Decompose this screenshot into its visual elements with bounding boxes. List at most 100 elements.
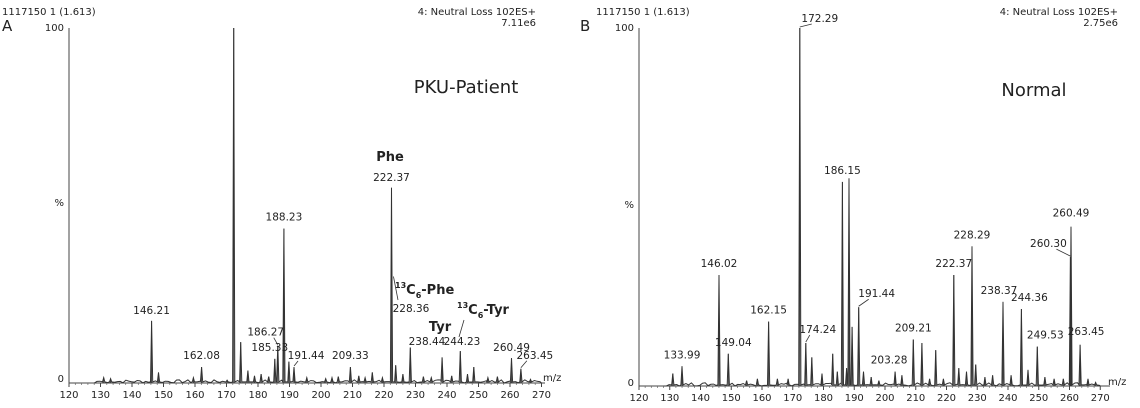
- annotation-tyr: Tyr: [429, 320, 452, 335]
- panel-b-x-axis-label: m/z: [1108, 377, 1126, 388]
- panel-a-x-tick-label: 160: [185, 390, 204, 401]
- panel-a-x-tick-label: 260: [500, 390, 519, 401]
- panel-b-y-top-label: 100: [615, 23, 634, 34]
- annotation-13c6-phe: 13C6-Phe: [395, 281, 454, 300]
- panel-a-peak-label: 222.37: [373, 172, 410, 184]
- panel-b-x-tick-label: 260: [1060, 393, 1079, 404]
- panel-a-peak-label: 191.44: [288, 350, 325, 362]
- panel-a-x-tick-label: 270: [532, 390, 551, 401]
- annotation-13c6-tyr: 13C6-Tyr: [457, 301, 510, 320]
- panel-b-peak-label: 260.49: [1053, 208, 1090, 220]
- panel-a-peak-label: 209.33: [332, 350, 369, 362]
- annotation-13c6-phe-sub: 6: [416, 291, 422, 300]
- panel-b-peak-label: 174.24: [799, 324, 836, 336]
- panel-a-peak-label: 260.49: [493, 342, 530, 354]
- panel-b-peak-label: 249.53: [1027, 330, 1064, 342]
- panel-a-peak-label-leader: [520, 360, 528, 369]
- panel-a-x-tick-label: 170: [217, 390, 236, 401]
- panel-a-header-left: 1117150 1 (1.613): [2, 7, 96, 18]
- panel-b-peak-label: 228.29: [954, 229, 991, 241]
- panel-a-peak-label: 185.33: [251, 342, 288, 354]
- panel-a-y-axis-label: %: [54, 198, 64, 209]
- panel-a-y-top-label: 100: [45, 23, 64, 34]
- panel-b-x-tick-label: 190: [845, 393, 864, 404]
- panel-a-y-zero-label: 0: [58, 374, 64, 385]
- panel-b-x-tick-label: 220: [937, 393, 956, 404]
- panel-a-x-tick-label: 190: [280, 390, 299, 401]
- panel-b-peak-label-leader: [805, 334, 811, 343]
- panel-b-peak-labels: 133.99 146.02 149.04 162.15 172.29 174.24 186.…: [664, 13, 1105, 367]
- annotation-13c6-tyr-sup: 13: [457, 301, 468, 310]
- panel-a-header-right-line1: 4: Neutral Loss 102ES+: [418, 7, 536, 18]
- panel-b-x-tick-label: 210: [906, 393, 925, 404]
- panel-a-label: A: [2, 17, 13, 35]
- panel-b-x-tick-label: 150: [722, 393, 741, 404]
- panel-b-x-tick-label: 130: [660, 393, 679, 404]
- panel-b-x-tick-label: 200: [875, 393, 894, 404]
- panel-b-peak-label: 203.28: [871, 355, 908, 367]
- panel-a-peak-labels: 146.21 162.08 185.33 186.27 188.23 191.44 209.…: [133, 172, 553, 369]
- panel-b-x-ticks: 120 130 140 150 160 170 180 190 200 210 220 230 240 2…: [629, 386, 1110, 404]
- panel-a-peak-label: 186.27: [247, 327, 284, 339]
- panel-a-peak-label-leader: [293, 360, 299, 367]
- annotation-238-44: 238.44: [409, 336, 446, 348]
- panel-b-x-tick-label: 240: [998, 393, 1017, 404]
- panel-a-peak-label: 146.21: [133, 305, 170, 317]
- panel-a-x-ticks: 120 130 140 150 160 170 180 190 200 210 220 230 240 2…: [59, 383, 551, 401]
- panel-b-peak-label-leader: [858, 298, 869, 307]
- panel-b-peak-label: 209.21: [895, 322, 932, 334]
- panel-a-title: PKU-Patient: [414, 77, 519, 98]
- panel-b-spectrum-trace: [663, 27, 1101, 387]
- annotation-13c6-phe-c: C: [406, 283, 416, 298]
- panel-b-x-tick-label: 160: [752, 393, 771, 404]
- panel-b-y-zero-label: 0: [628, 378, 634, 389]
- panel-a-x-tick-label: 130: [91, 390, 110, 401]
- panel-b-x-tick-label: 170: [783, 393, 802, 404]
- panel-a-peak-label: 188.23: [266, 212, 303, 224]
- panel-a-x-tick-label: 250: [469, 390, 488, 401]
- panel-b-x-tick-label: 230: [968, 393, 987, 404]
- panel-a-spectrum-trace: [93, 27, 542, 384]
- panel-a-peak-label: 263.45: [516, 350, 553, 362]
- panel-b-peak-label: 162.15: [750, 305, 787, 317]
- panel-a-x-tick-label: 180: [248, 390, 267, 401]
- panel-b-peak-label: 238.37: [981, 285, 1018, 297]
- panel-b-header-right-line1: 4: Neutral Loss 102ES+: [1000, 7, 1118, 18]
- panel-b-x-tick-label: 270: [1091, 393, 1110, 404]
- panel-b-peak-label: 149.04: [715, 337, 752, 349]
- panel-a-x-axis-label: m/z: [543, 373, 561, 384]
- annotation-244-23: 244.23: [444, 336, 481, 348]
- panel-b-peak-label-leader: [799, 23, 812, 28]
- annotation-13c6-phe-rest: -Phe: [421, 283, 454, 298]
- annotation-13c6-tyr-leader: [458, 319, 465, 338]
- panel-a-x-tick-label: 120: [59, 390, 78, 401]
- annotation-13c6-tyr-rest: -Tyr: [483, 303, 509, 318]
- panel-a-x-tick-label: 210: [343, 390, 362, 401]
- panel-b-x-tick-label: 120: [629, 393, 648, 404]
- panel-a-x-tick-label: 220: [374, 390, 393, 401]
- panel-a-x-tick-label: 150: [154, 390, 173, 401]
- panel-b-x-tick-label: 180: [814, 393, 833, 404]
- panel-a-peak-label-leader: [273, 337, 279, 345]
- panel-b-x-tick-label: 140: [691, 393, 710, 404]
- panel-b-y-axis-label: %: [624, 200, 634, 211]
- annotation-13c6-phe-leader: [393, 276, 399, 301]
- panel-a: 1117150 1 (1.613) A 4: Neutral Loss 102E…: [2, 7, 561, 401]
- panel-b-peak-label: 186.15: [824, 165, 861, 177]
- panel-b-label: B: [580, 17, 590, 35]
- panel-a-x-tick-label: 230: [406, 390, 425, 401]
- panel-a-peak-label: 162.08: [183, 350, 220, 362]
- panel-b-header-left: 1117150 1 (1.613): [596, 7, 690, 18]
- panel-b-peak-label: 146.02: [701, 258, 738, 270]
- panel-b-peak-label: 222.37: [935, 258, 972, 270]
- panel-b-peak-label: 191.44: [858, 288, 895, 300]
- panel-b-spectrum-line: [663, 27, 1101, 387]
- panel-a-x-tick-label: 140: [122, 390, 141, 401]
- panel-a-x-tick-label: 240: [437, 390, 456, 401]
- panel-b-title: Normal: [1001, 80, 1066, 101]
- panel-a-header-right-line2: 7.11e6: [501, 18, 536, 29]
- panel-b-peak-label: 260.30: [1030, 238, 1067, 250]
- panel-b-peak-label: 172.29: [801, 13, 838, 25]
